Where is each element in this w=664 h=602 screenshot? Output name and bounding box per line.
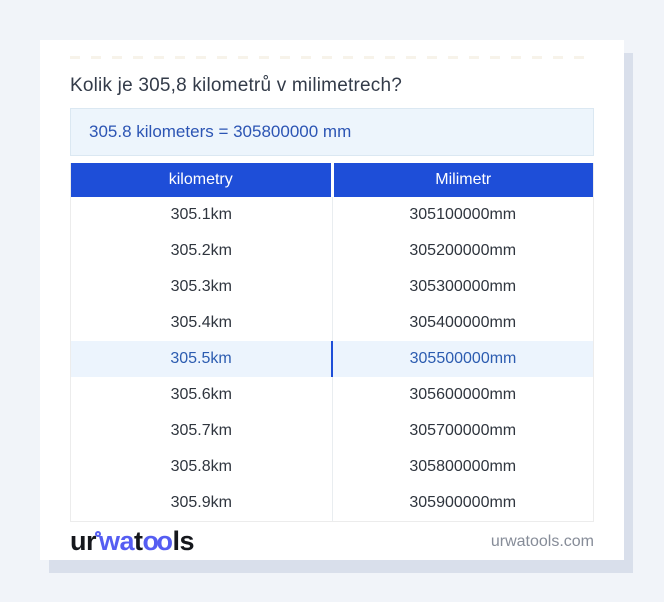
table-row: 305.4km 305400000mm (71, 305, 593, 341)
table-cell: 305800000mm (331, 449, 593, 485)
table-row: 305.6km 305600000mm (71, 377, 593, 413)
table-cell: 305500000mm (331, 341, 593, 377)
conversion-result-box: 305.8 kilometers = 305800000 mm (70, 108, 594, 156)
table-cell: 305900000mm (331, 485, 593, 521)
table-cell: 305.2km (71, 233, 332, 269)
table-cell: 305300000mm (331, 269, 593, 305)
logo-segment: wa (99, 526, 135, 556)
table-row: 305.7km 305700000mm (71, 413, 593, 449)
table-cell: 305.8km (71, 449, 332, 485)
table-cell: 305700000mm (331, 413, 593, 449)
table-row: 305.1km 305100000mm (71, 197, 593, 233)
logo-segment: ur (70, 526, 97, 556)
table-row: 305.5km 305500000mm (71, 341, 593, 377)
conversion-table-container: kilometry Milimetr 305.1km 305100000mm 305… (70, 163, 594, 522)
table-row: 305.3km 305300000mm (71, 269, 593, 305)
table-cell: 305.5km (71, 341, 332, 377)
page-title: Kolik je 305,8 kilometrů v milimetrech? (70, 75, 402, 96)
column-header-millimeters: Milimetr (330, 163, 593, 197)
logo-segment: oo (142, 526, 174, 556)
conversion-table-body: 305.1km 305100000mm 305.2km 305200000mm 305.… (71, 197, 593, 521)
table-cell: 305200000mm (331, 233, 593, 269)
table-cell: 305100000mm (331, 197, 593, 233)
table-cell: 305.6km (71, 377, 332, 413)
table-cell: 305400000mm (331, 305, 593, 341)
ring-icon (95, 531, 101, 537)
logo-segment: t (134, 526, 143, 556)
conversion-table: kilometry Milimetr 305.1km 305100000mm 305… (71, 163, 593, 521)
conversion-result-text: 305.8 kilometers = 305800000 mm (89, 122, 352, 141)
logo-segment: ls (172, 526, 195, 556)
table-row: 305.8km 305800000mm (71, 449, 593, 485)
column-header-kilometers: kilometry (71, 163, 332, 197)
table-row: 305.9km 305900000mm (71, 485, 593, 521)
table-cell: 305.9km (71, 485, 332, 521)
site-url-text[interactable]: urwatools.com (490, 532, 594, 550)
table-cell: 305600000mm (331, 377, 593, 413)
table-cell: 305.1km (71, 197, 332, 233)
table-cell: 305.3km (71, 269, 332, 305)
card-footer: ur watools urwatools.com (70, 522, 594, 561)
table-cell: 305.4km (71, 305, 332, 341)
urwatools-logo[interactable]: ur watools (70, 526, 195, 556)
table-cell: 305.7km (71, 413, 332, 449)
converter-card: Kolik je 305,8 kilometrů v milimetrech? … (40, 40, 624, 560)
table-row: 305.2km 305200000mm (71, 233, 593, 269)
table-header-row: kilometry Milimetr (71, 163, 593, 197)
